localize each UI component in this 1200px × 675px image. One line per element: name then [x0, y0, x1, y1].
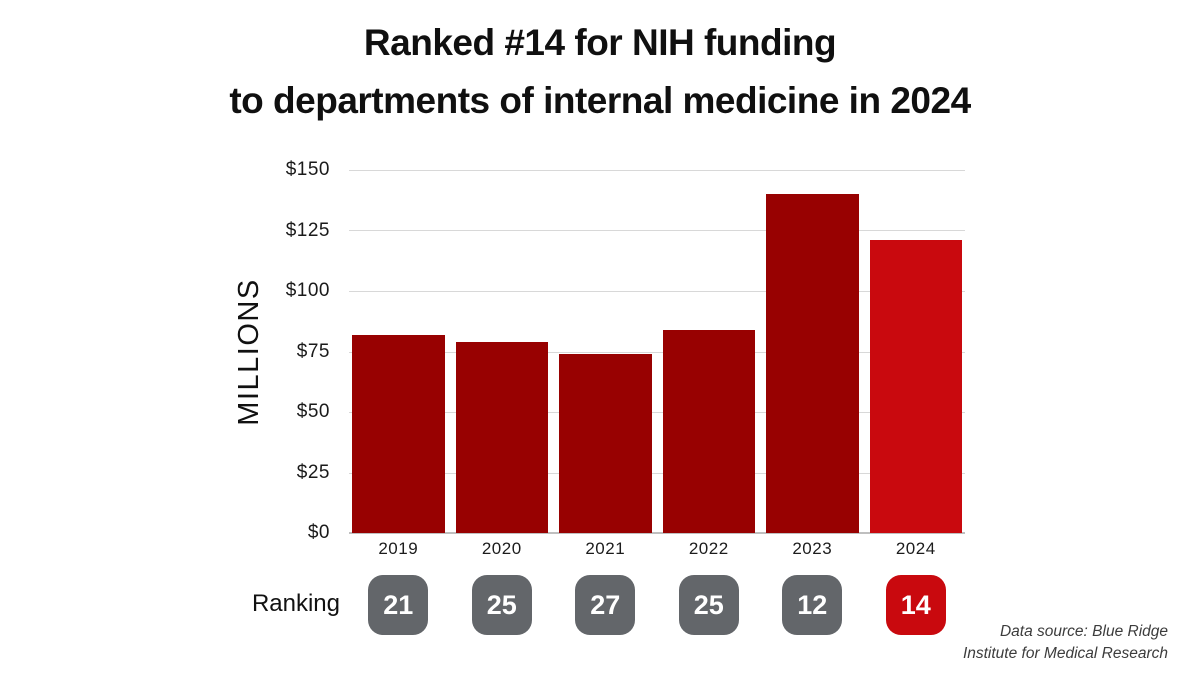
- x-tick-label: 2019: [378, 539, 419, 558]
- data-source-line-2: Institute for Medical Research: [962, 645, 1168, 662]
- y-tick-label: $150: [285, 159, 330, 180]
- gridline: [349, 230, 965, 232]
- gridline: [349, 170, 965, 171]
- badge-slot-2020: 25: [456, 575, 549, 635]
- bar-2023: [766, 194, 859, 533]
- y-tick-label: $25: [296, 461, 330, 483]
- y-tick-label: $125: [285, 219, 330, 241]
- bar-2019: [352, 334, 445, 533]
- gridline: [349, 411, 965, 413]
- ranking-row-label: Ranking: [251, 590, 340, 617]
- badge-slot-2024: 14: [870, 575, 963, 635]
- bar-2024: [869, 240, 962, 533]
- data-source-line-1: Data source: Blue Ridge: [999, 623, 1168, 640]
- bar-series: [349, 170, 965, 533]
- x-axis-line: [349, 532, 965, 534]
- badge-slot-2023: 12: [766, 575, 859, 635]
- x-tick-label: 2024: [895, 539, 936, 558]
- bar-slot-2020: [455, 170, 548, 533]
- y-tick-label: $75: [296, 340, 330, 362]
- gridline: [349, 290, 965, 292]
- y-tick-label: $0: [307, 522, 330, 543]
- bar-slot-2023: [766, 170, 859, 533]
- x-tick-label: 2022: [688, 539, 729, 558]
- bar-slot-2024: [869, 170, 962, 533]
- ranking-badge-2024: 14: [885, 575, 946, 635]
- y-axis-tick-labels: $150 $125 $100 $75 $50 $25 $0: [0, 159, 330, 543]
- badge-slot-2019: 21: [352, 575, 445, 635]
- y-tick-label: $50: [296, 401, 330, 422]
- ranking-badges: 21 25 27 25 12 14: [349, 575, 965, 635]
- title-line-1: Ranked #14 for NIH funding: [363, 22, 837, 63]
- y-tick-label: $100: [285, 280, 330, 301]
- ranking-badge-2019: 21: [368, 575, 429, 635]
- bar-slot-2021: [559, 170, 652, 533]
- ranking-badge-2022: 25: [678, 575, 739, 635]
- ranking-badge-2020: 25: [471, 575, 532, 635]
- badge-slot-2022: 25: [663, 575, 756, 635]
- bar-2022: [662, 329, 755, 533]
- badge-slot-2021: 27: [559, 575, 652, 635]
- plot-area: [349, 170, 965, 534]
- page-title: Ranked #14 for NIH funding to department…: [0, 14, 1200, 130]
- x-tick-label: 2020: [481, 539, 522, 558]
- title-line-2: to departments of internal medicine in 2…: [229, 80, 971, 121]
- ranking-badge-2021: 27: [575, 575, 636, 635]
- x-axis-labels: 2019 2020 2021 2022 2023 2024: [349, 539, 965, 559]
- bar-slot-2022: [662, 170, 755, 533]
- gridline: [349, 351, 965, 353]
- bar-slot-2019: [352, 170, 445, 533]
- x-tick-label: 2023: [792, 539, 833, 558]
- ranking-badge-2023: 12: [782, 575, 843, 635]
- x-tick-label: 2021: [585, 539, 626, 558]
- bar-2021: [559, 353, 652, 533]
- gridline: [349, 472, 965, 474]
- data-source-note: Data source: Blue Ridge Institute for Me…: [963, 621, 1168, 665]
- bar-2020: [455, 341, 548, 533]
